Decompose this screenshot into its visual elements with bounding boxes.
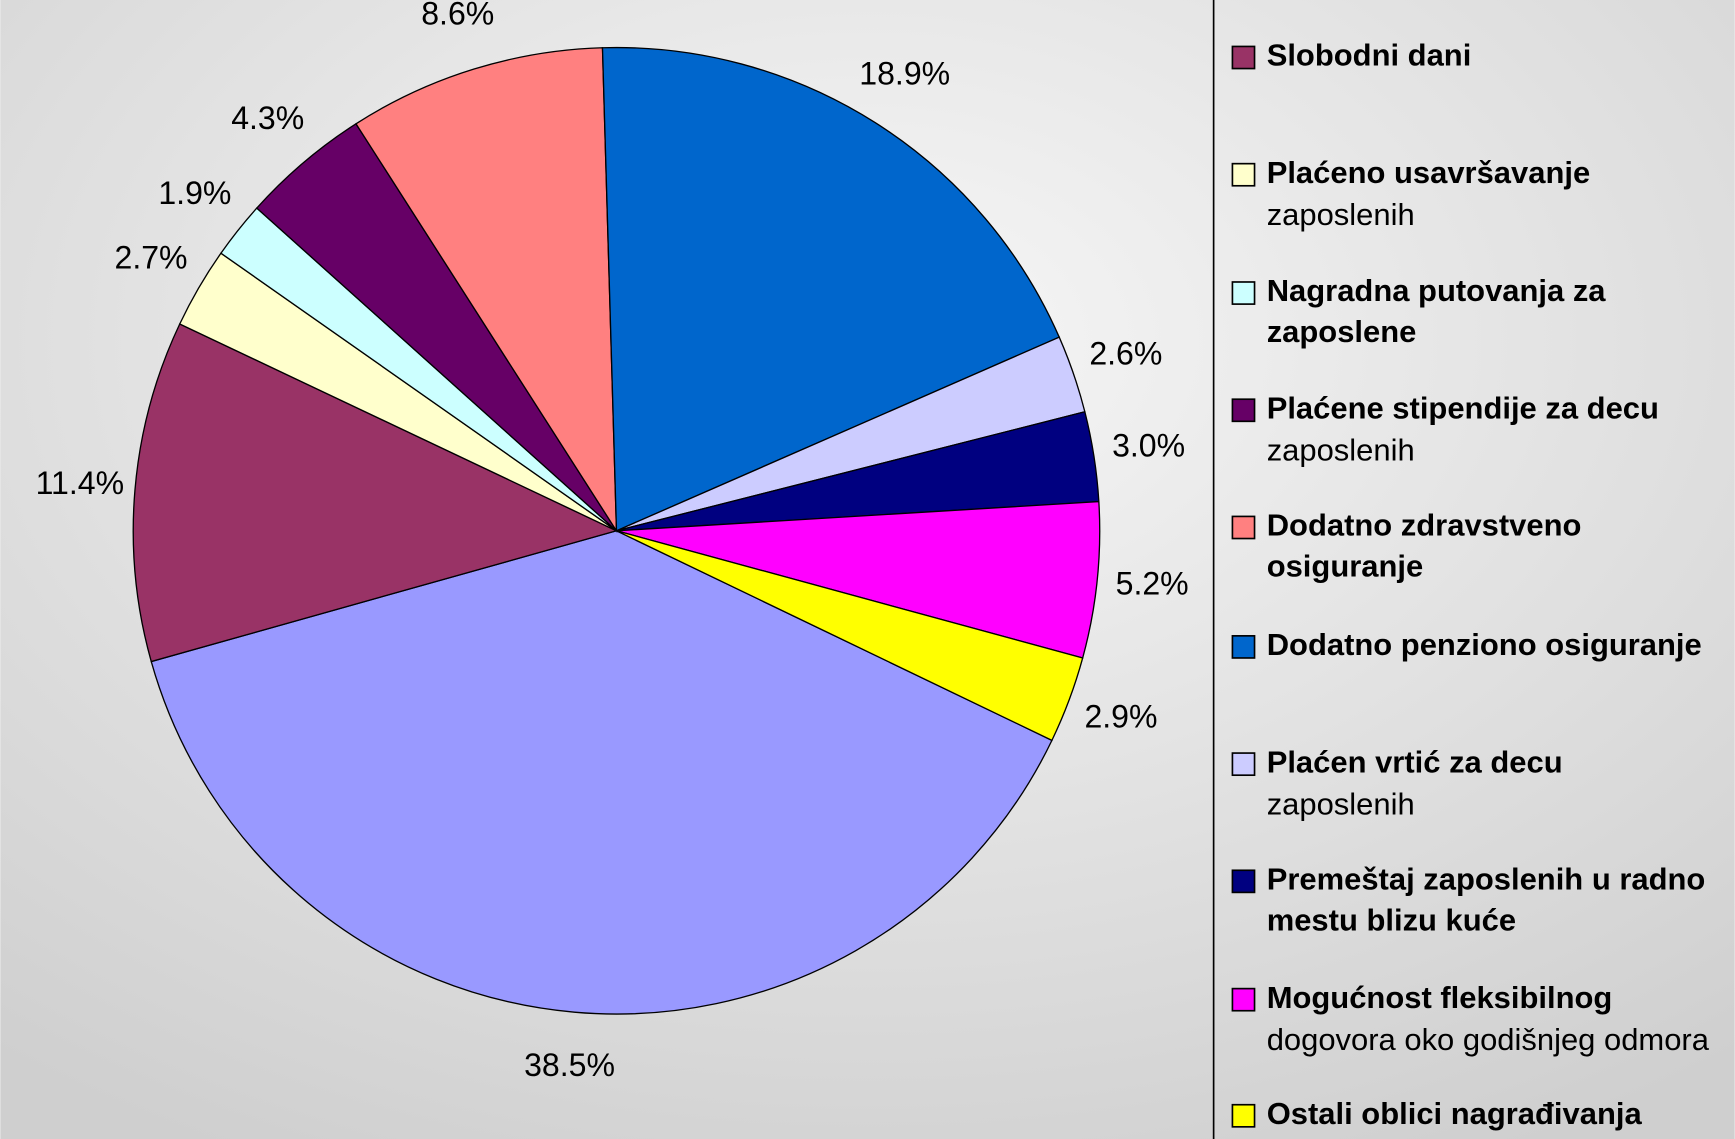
legend-sublabel: zaposlenih — [1267, 197, 1415, 232]
data-label: 11.4% — [36, 465, 125, 501]
legend-label: Slobodni dani — [1267, 38, 1472, 73]
legend-label: Ostali oblici nagrađivanja — [1267, 1096, 1643, 1131]
pie-slice — [150, 530, 1053, 1015]
legend-swatch — [1231, 162, 1256, 187]
pie-slice — [616, 500, 1101, 659]
legend-label: Mogućnost fleksibilnog — [1267, 980, 1613, 1015]
legend-sublabel: zaposlenih — [1267, 786, 1415, 821]
legend-sublabel: dogovora oko godišnjeg odmora — [1267, 1022, 1710, 1057]
data-label: 1.9% — [158, 175, 231, 211]
pie-slice — [601, 46, 1061, 532]
legend-label: Plaćen vrtić za decu — [1267, 744, 1563, 779]
data-label: 2.9% — [1084, 699, 1157, 735]
data-label: 4.3% — [231, 100, 304, 136]
legend-label: Nagradna putovanja za zaposlene — [1267, 273, 1607, 349]
data-label: 38.5% — [524, 1047, 615, 1083]
legend: Slobodni dani Plaćeno usavršavanje zaposle… — [1231, 38, 1710, 1131]
data-label: 8.6% — [421, 0, 494, 32]
legend-swatch — [1231, 515, 1256, 540]
legend-swatch — [1231, 45, 1256, 70]
legend-swatch — [1231, 1103, 1256, 1128]
pie-slice — [616, 530, 1084, 742]
data-label: 5.2% — [1116, 566, 1189, 602]
legend-label: Premeštaj zaposlenih u radno mestu blizu … — [1267, 862, 1706, 938]
data-label: 18.9% — [859, 55, 950, 91]
legend-swatch — [1231, 869, 1256, 894]
pie-slice — [355, 47, 618, 534]
data-label: 2.6% — [1089, 335, 1162, 371]
legend-swatch — [1231, 635, 1256, 659]
legend-label: Dodatno zdravstveno osiguranje — [1267, 508, 1582, 584]
legend-label: Plaćeno usavršavanje — [1267, 155, 1590, 190]
data-label: 2.7% — [115, 239, 188, 275]
pie: 38.5% 11.4% 2.7% 1.9% 4.3% 8.6% 18.9% 2.6% 3.0% 5… — [36, 0, 1189, 1083]
legend-swatch — [1231, 987, 1256, 1012]
data-label: 3.0% — [1112, 427, 1185, 463]
legend-label: Plaćene stipendije za decu — [1267, 390, 1659, 425]
legend-swatch — [1231, 752, 1256, 777]
legend-label: Dodatno penziono osiguranje — [1267, 627, 1702, 662]
legend-sublabel: zaposlenih — [1267, 432, 1415, 467]
legend-swatch — [1231, 398, 1256, 423]
pie-slice — [132, 323, 619, 663]
legend-swatch — [1231, 281, 1256, 305]
